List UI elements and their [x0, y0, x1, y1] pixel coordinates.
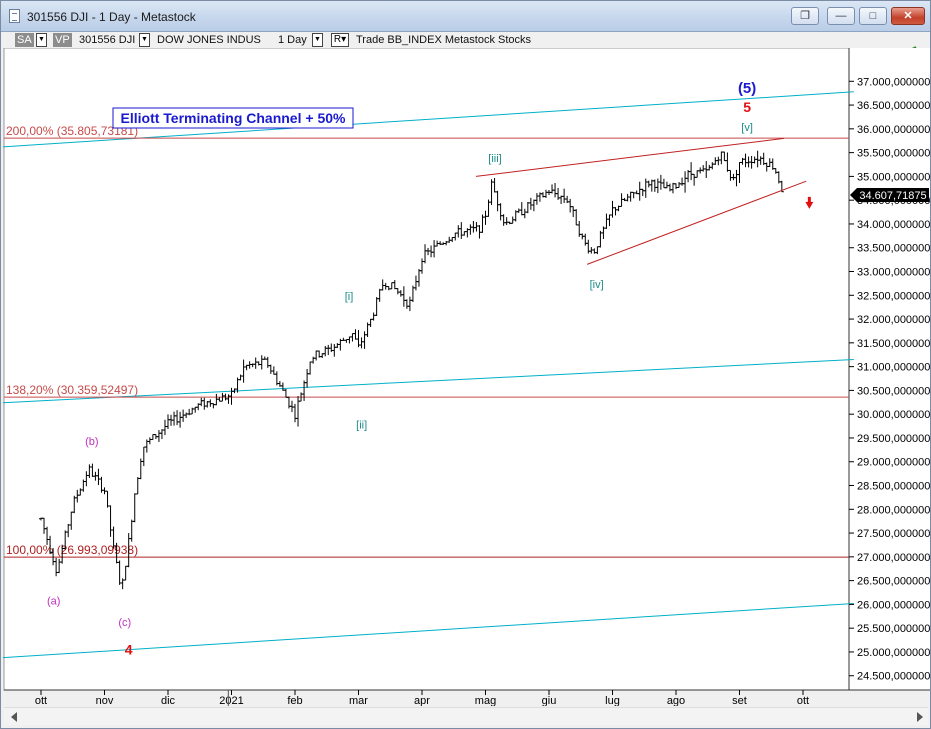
wedge-line-1 [475, 137, 785, 177]
y-axis-panel [849, 48, 930, 690]
x-tick-label: set [732, 695, 747, 706]
wave-label: [v] [741, 122, 753, 134]
y-tick-label: 27.500,000000 [857, 528, 930, 540]
y-tick-label: 29.500,000000 [857, 433, 930, 445]
sa-badge[interactable]: SA [15, 33, 34, 47]
level-label-3: 100,00% (26.993,09938) [6, 543, 138, 557]
x-tick-label: ott [797, 695, 809, 706]
sell-arrow-stem [807, 196, 811, 203]
title-bar: 301556 DJI - 1 Day - Metastock ❐ — □ ✕ [1, 1, 930, 32]
sa-dropdown-arrow[interactable]: ▼ [36, 33, 47, 47]
y-tick-label: 37.000,000000 [857, 76, 930, 88]
wave-label: [iii] [488, 153, 501, 165]
scroll-right-icon[interactable] [917, 712, 923, 722]
last-price-marker [850, 188, 929, 203]
x-tick-label: ott [35, 695, 47, 706]
y-tick-label: 36.000,000000 [857, 124, 930, 136]
vp-badge[interactable]: VP [53, 33, 72, 47]
wave-label: [i] [345, 291, 354, 303]
wave-label: [iv] [590, 279, 604, 291]
y-tick-label: 26.500,000000 [857, 576, 930, 588]
x-tick-label: giu [542, 695, 557, 706]
y-tick-label: 33.000,000000 [857, 267, 930, 279]
plot-area [3, 48, 850, 691]
wave-label: (c) [118, 617, 131, 629]
x-tick-label: feb [287, 695, 302, 706]
y-tick-label: 31.000,000000 [857, 362, 930, 374]
x-tick-label: lug [605, 695, 620, 706]
level-label-1: 200,00% (35.805,73181) [6, 124, 138, 138]
sell-arrow-icon [805, 201, 814, 209]
y-tick-label: 32.500,000000 [857, 290, 930, 302]
y-tick-label: 25.000,000000 [857, 647, 930, 659]
y-tick-label: 31.500,000000 [857, 338, 930, 350]
x-tick-label: apr [414, 695, 430, 706]
x-tick-label: nov [96, 695, 114, 706]
document-icon [9, 9, 20, 23]
chart-title: Elliott Terminating Channel + 50% [121, 110, 346, 126]
x-tick-label: mar [349, 695, 368, 706]
r-button-label: R [333, 34, 342, 45]
restore-down-button[interactable]: ❐ [791, 7, 819, 25]
last-price-label: 34.607,71875 [859, 190, 926, 202]
minimize-button[interactable]: — [827, 7, 855, 25]
y-tick-label: 32.000,000000 [857, 314, 930, 326]
y-tick-label: 30.000,000000 [857, 409, 930, 421]
period-label: 1 Day [278, 34, 307, 46]
wave-label: (a) [47, 595, 60, 607]
y-tick-label: 25.500,000000 [857, 623, 930, 635]
y-tick-label: 29.000,000000 [857, 457, 930, 469]
close-button[interactable]: ✕ [891, 7, 925, 25]
security-toolbar: SA ▼ VP 301556 DJI ▼ DOW JONES INDUS 1 D… [1, 32, 930, 48]
y-tick-label: 34.000,000000 [857, 219, 930, 231]
symbol-dropdown[interactable]: ▼ [139, 33, 150, 47]
y-tick-label: 28.000,000000 [857, 504, 930, 516]
symbol-label: 301556 DJI [79, 34, 136, 46]
wave-label: 5 [743, 99, 751, 115]
channel-line-2 [2, 358, 854, 404]
window-title: 301556 DJI - 1 Day - Metastock [27, 10, 196, 24]
scroll-left-icon[interactable] [11, 712, 17, 722]
maximize-button[interactable]: □ [859, 7, 887, 25]
horizontal-scrollbar[interactable] [4, 707, 928, 725]
price-chart[interactable]: 200,00% (35.805,73181) 138,20% (30.359,52… [1, 48, 930, 706]
y-tick-label: 26.000,000000 [857, 599, 930, 611]
y-tick-label: 35.500,000000 [857, 148, 930, 160]
y-tick-label: 36.500,000000 [857, 100, 930, 112]
chart-title-box [112, 107, 354, 129]
y-tick-label: 24.500,000000 [857, 671, 930, 683]
wave-label: (b) [85, 436, 98, 448]
period-dropdown[interactable]: ▼ [312, 33, 323, 47]
security-name-dropdown[interactable]: DOW JONES INDUS [157, 34, 261, 46]
x-tick-label: mag [475, 695, 496, 706]
y-tick-label: 30.500,000000 [857, 385, 930, 397]
y-tick-label: 28.500,000000 [857, 481, 930, 493]
toolbar-extras: Trade BB_INDEX Metastock Stocks [356, 34, 532, 46]
level-label-2: 138,20% (30.359,52497) [6, 383, 138, 397]
wedge-line-2 [586, 180, 807, 265]
r-button[interactable]: R▾ [331, 33, 349, 47]
x-tick-label: 2021 [219, 695, 243, 706]
x-tick-label: ago [667, 695, 685, 706]
channel-line-3 [2, 602, 854, 659]
y-tick-label: 27.000,000000 [857, 552, 930, 564]
y-tick-label: 35.000,000000 [857, 171, 930, 183]
x-tick-label: dic [161, 695, 176, 706]
wave-label: (5) [738, 80, 756, 97]
y-tick-label: 33.500,000000 [857, 243, 930, 255]
wave-label: 4 [125, 641, 133, 657]
wave-label: [ii] [356, 419, 367, 431]
